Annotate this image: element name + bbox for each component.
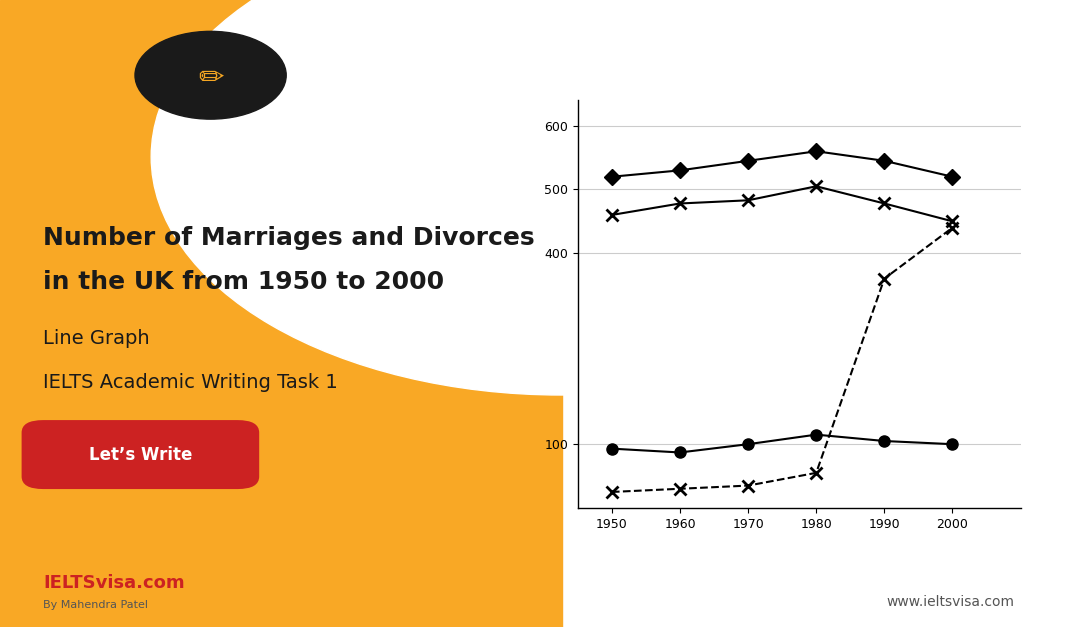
Text: in the UK from 1950 to 2000: in the UK from 1950 to 2000 <box>43 270 444 294</box>
Circle shape <box>135 31 286 119</box>
Text: IELTSvisa.com: IELTSvisa.com <box>43 574 185 592</box>
Text: ✏: ✏ <box>198 64 224 93</box>
Circle shape <box>151 0 972 395</box>
Text: IELTS Academic Writing Task 1: IELTS Academic Writing Task 1 <box>43 373 338 392</box>
Bar <box>0 0 562 627</box>
Text: Number of Marriages and Divorces: Number of Marriages and Divorces <box>43 226 535 250</box>
Text: Line Graph: Line Graph <box>43 329 150 348</box>
FancyBboxPatch shape <box>22 420 259 489</box>
Text: www.ieltsvisa.com: www.ieltsvisa.com <box>887 595 1014 609</box>
Text: Let’s Write: Let’s Write <box>89 446 192 463</box>
Text: By Mahendra Patel: By Mahendra Patel <box>43 600 148 610</box>
